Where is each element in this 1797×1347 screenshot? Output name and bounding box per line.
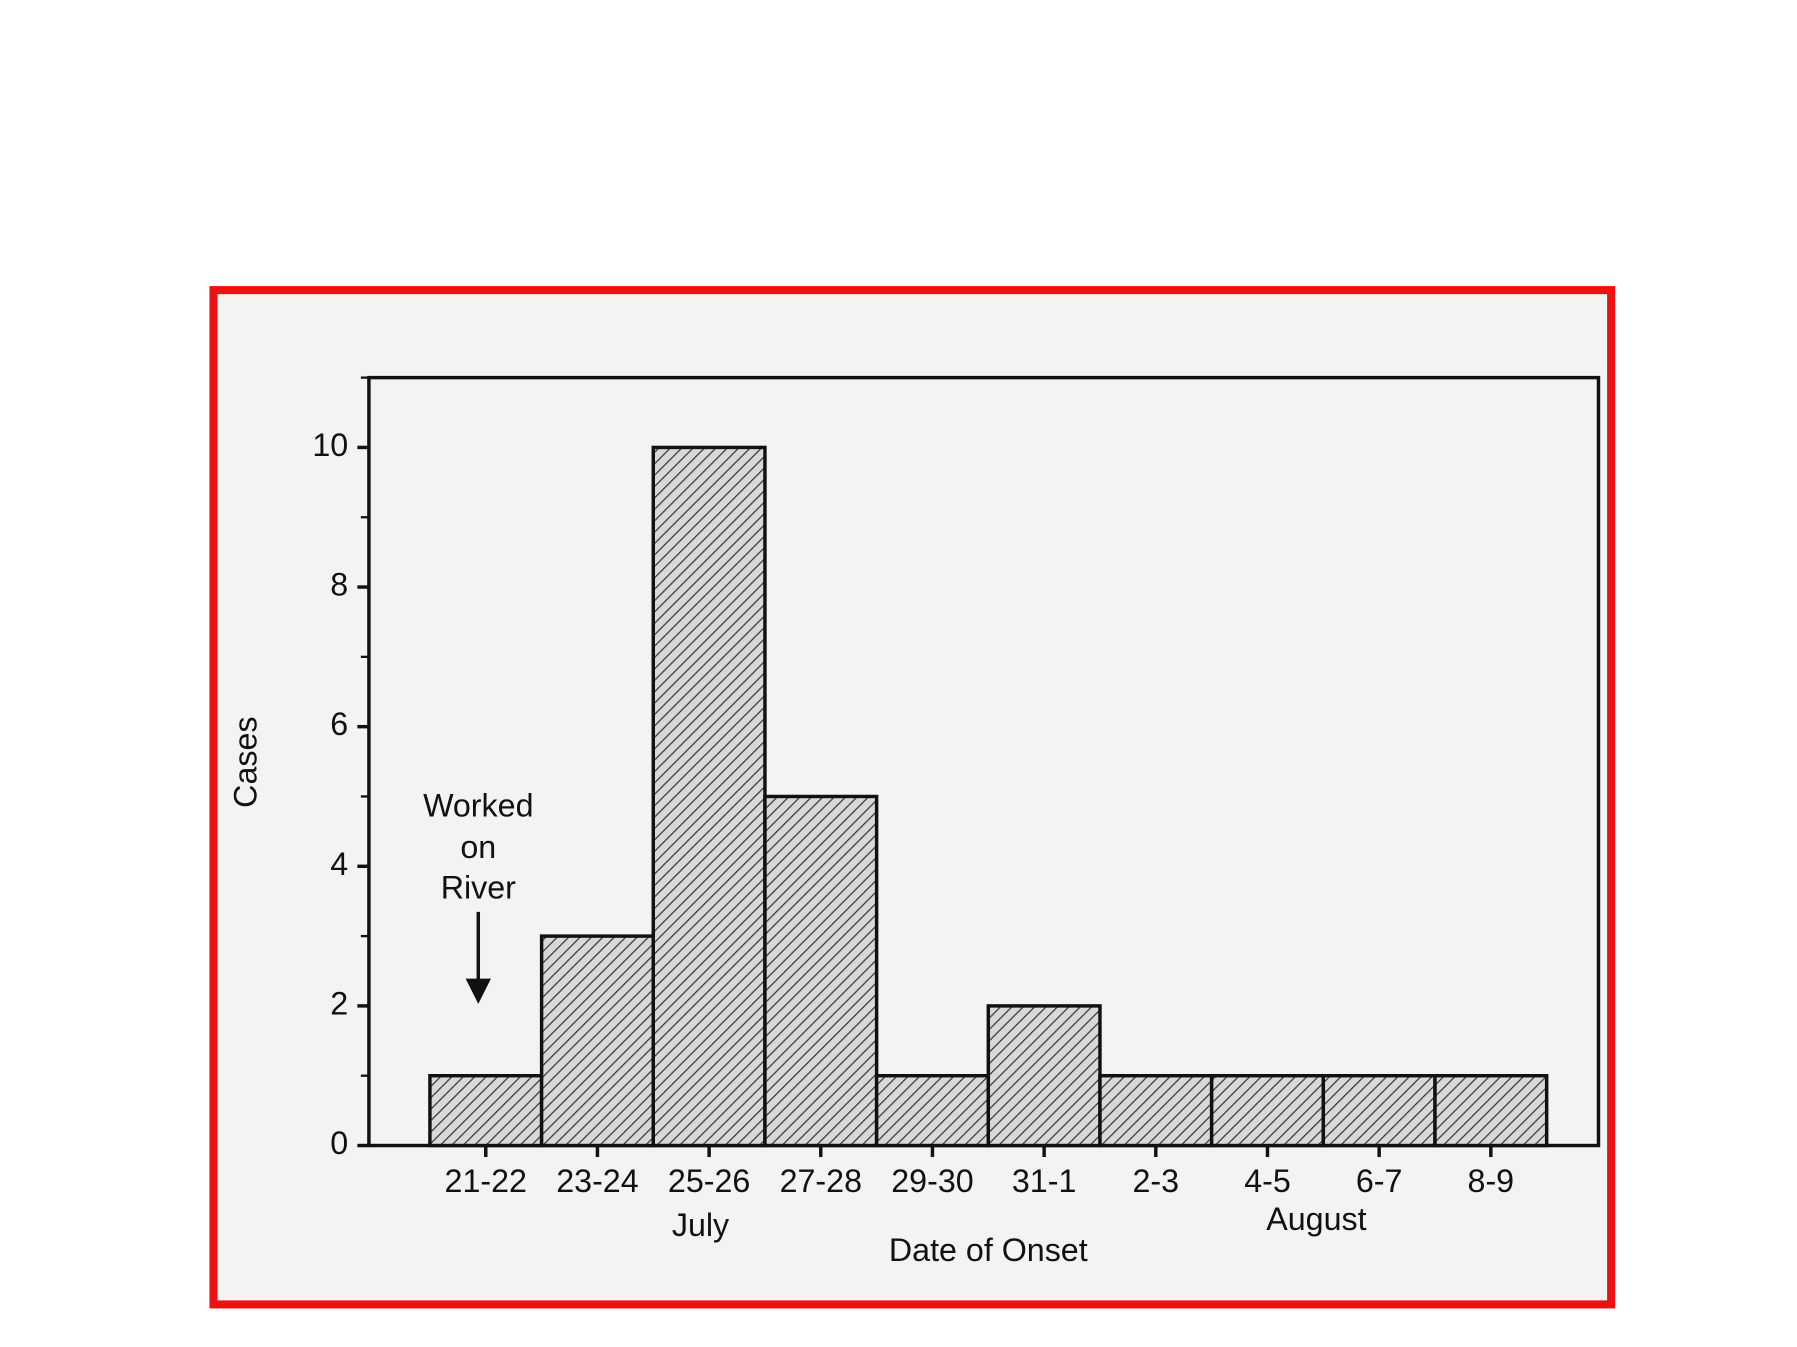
x-tick-label: 21-22 [445, 1163, 527, 1199]
bar [986, 1004, 1102, 1148]
x-tick-label: 29-30 [891, 1163, 973, 1199]
y-tick-label: 8 [330, 567, 348, 603]
bar [1209, 1073, 1326, 1148]
x-tick-label: 25-26 [668, 1163, 750, 1199]
bar [1321, 1073, 1437, 1148]
bar [1098, 1073, 1214, 1148]
y-tick-label: 6 [330, 706, 348, 742]
month-label: August [1266, 1201, 1366, 1237]
x-tick-label: 27-28 [780, 1163, 862, 1199]
x-tick-label: 4-5 [1244, 1163, 1291, 1199]
x-axis-label: Date of Onset [889, 1232, 1088, 1268]
y-tick-label: 4 [330, 846, 348, 882]
bar [874, 1073, 991, 1148]
month-label: July [672, 1207, 730, 1243]
x-tick-label: 31-1 [1012, 1163, 1076, 1199]
annotation: on [460, 829, 496, 865]
x-tick-label: 23-24 [556, 1163, 638, 1199]
bar [428, 1073, 544, 1148]
bar [763, 794, 879, 1148]
bar [539, 934, 656, 1148]
y-axis-label: Cases [228, 716, 264, 807]
annotation-arrowhead [465, 978, 491, 1004]
x-tick-label: 8-9 [1468, 1163, 1515, 1199]
y-tick-label: 10 [312, 427, 348, 463]
y-tick-label: 0 [330, 1125, 348, 1161]
annotation: River [441, 869, 516, 905]
bar [1433, 1073, 1549, 1148]
bar [651, 445, 767, 1148]
annotation: Worked [423, 788, 533, 824]
x-tick-label: 2-3 [1133, 1163, 1180, 1199]
y-tick-label: 2 [330, 985, 348, 1021]
x-tick-label: 6-7 [1356, 1163, 1403, 1199]
